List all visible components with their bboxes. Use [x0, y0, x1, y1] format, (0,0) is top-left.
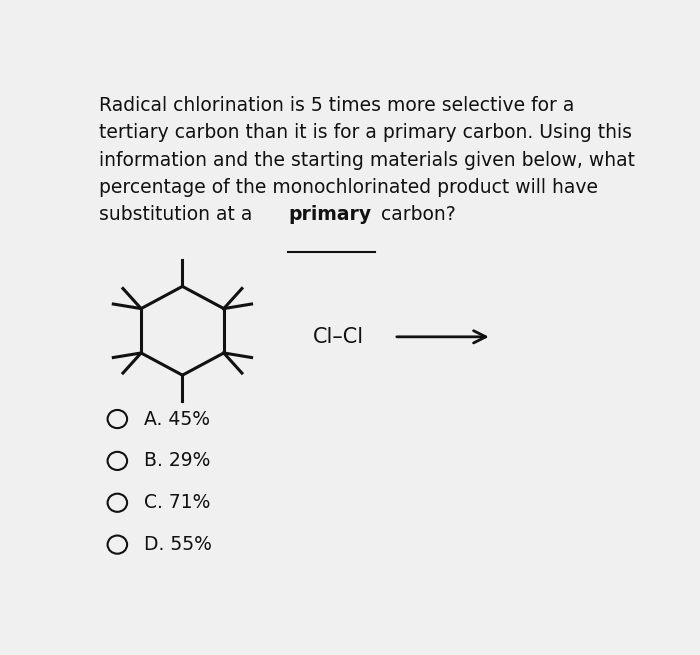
Text: D. 55%: D. 55% [144, 535, 212, 554]
Text: Radical chlorination is 5 times more selective for a: Radical chlorination is 5 times more sel… [99, 96, 575, 115]
Text: B. 29%: B. 29% [144, 451, 211, 470]
Text: percentage of the monochlorinated product will have: percentage of the monochlorinated produc… [99, 178, 598, 197]
Text: information and the starting materials given below, what: information and the starting materials g… [99, 151, 636, 170]
Text: C. 71%: C. 71% [144, 493, 211, 512]
Text: tertiary carbon than it is for a primary carbon. Using this: tertiary carbon than it is for a primary… [99, 124, 632, 143]
Text: primary: primary [288, 205, 371, 224]
Text: substitution at a: substitution at a [99, 205, 259, 224]
Text: carbon?: carbon? [375, 205, 456, 224]
Text: A. 45%: A. 45% [144, 409, 211, 428]
Text: Cl–Cl: Cl–Cl [313, 327, 364, 347]
